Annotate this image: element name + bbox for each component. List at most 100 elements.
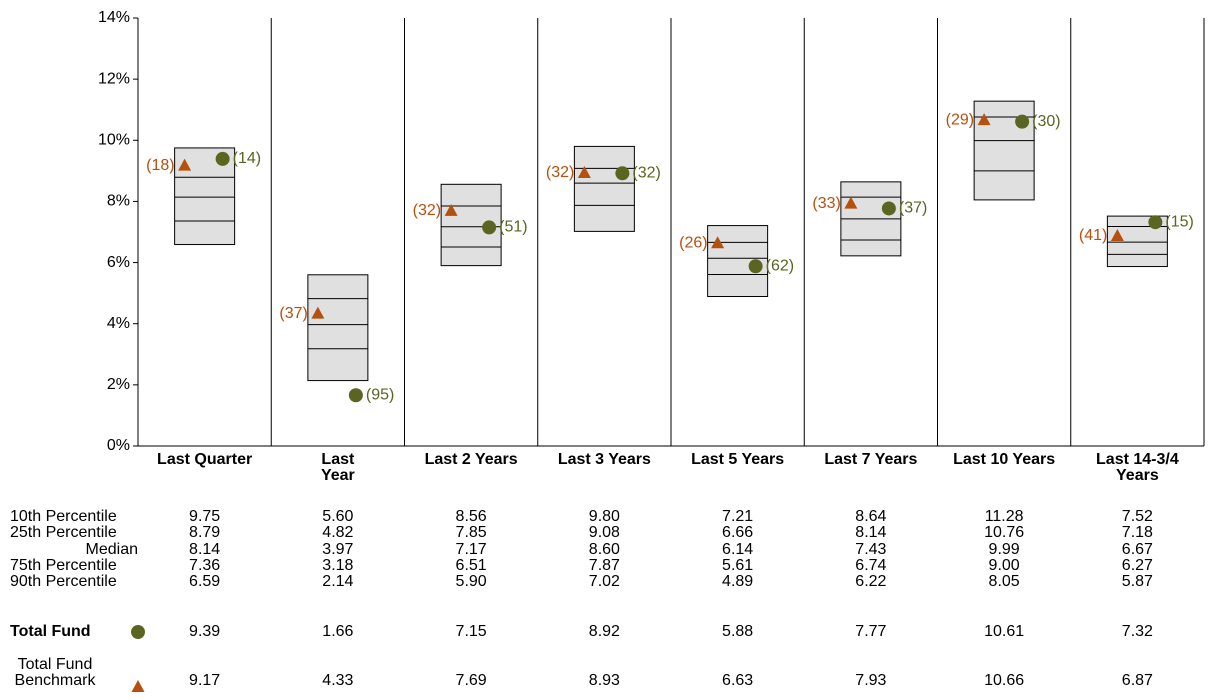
benchmark-marker [844,196,858,209]
fund-marker [748,259,763,274]
rank-label: (30) [1032,113,1060,130]
y-tick-label: 2% [107,376,130,393]
benchmark-marker [444,203,458,216]
series-label: Total Fund Benchmark [14,656,96,689]
rank-label: (14) [233,150,261,167]
rank-label: (33) [812,195,840,212]
rank-label: (32) [546,164,574,181]
y-tick-label: 14% [98,9,130,26]
table-value: 10.66 [984,672,1025,689]
x-tick-label: Last 2 Years [424,451,518,468]
y-tick-label: 12% [98,70,130,87]
x-tick-label: Last 3 Years [557,451,651,468]
rank-label: (41) [1079,227,1107,244]
table-value: 8.05 [988,573,1020,590]
table-value: 7.69 [455,672,487,689]
table-value: 7.43 [855,541,887,558]
x-tick-label: Last Quarter [157,451,253,468]
rank-label: (62) [766,257,794,274]
table-value: 9.39 [189,623,221,640]
table-value: 7.36 [189,557,221,574]
table-value: 9.99 [988,541,1020,558]
x-tick-label: Last 10 Years [953,451,1056,468]
table-value: 4.89 [722,573,754,590]
table-value: 8.56 [455,508,487,525]
table-value: 4.82 [322,524,354,541]
table-value: 7.15 [455,623,487,640]
rank-label: (26) [679,235,707,252]
table-value: 7.02 [588,573,620,590]
fund-marker [1015,114,1030,129]
fund-marker [215,151,230,166]
rank-label: (15) [1165,213,1193,230]
rank-label: (95) [366,386,394,403]
table-value: 8.93 [588,672,620,689]
table-value: 8.92 [588,623,620,640]
benchmark-marker [711,236,725,249]
rank-label: (32) [632,165,660,182]
table-value: 9.75 [189,508,221,525]
x-tick-label: Last 14-3/4 Years [1096,451,1179,484]
x-tick-label: Last 5 Years [691,451,785,468]
rank-label: (37) [279,305,307,322]
table-value: 6.22 [855,573,887,590]
table-value: 5.90 [455,573,487,590]
table-value: 9.17 [189,672,221,689]
legend-marker [131,680,145,692]
fund-marker [615,166,630,181]
y-tick-label: 10% [98,132,130,149]
benchmark-marker [577,165,591,178]
table-value: 4.33 [322,672,354,689]
benchmark-marker [977,113,991,126]
table-value: 6.59 [189,573,221,590]
benchmark-marker [178,158,192,171]
y-tick-label: 8% [107,193,130,210]
table-value: 9.00 [988,557,1020,574]
table-value: 6.66 [722,524,754,541]
table-value: 6.27 [1121,557,1153,574]
table-value: 3.97 [322,541,354,558]
percentile-box [573,145,635,232]
table-value: 7.21 [722,508,754,525]
table-value: 2.14 [322,573,354,590]
rank-label: (29) [946,111,974,128]
table-value: 7.17 [455,541,487,558]
table-value: 5.87 [1121,573,1153,590]
x-tick-label: Last 7 Years [824,451,918,468]
table-value: 8.14 [855,524,887,541]
table-value: 7.18 [1121,524,1153,541]
row-label: 10th Percentile [10,508,117,525]
table-value: 5.61 [722,557,754,574]
percentile-box [307,274,369,382]
table-value: 6.67 [1121,541,1153,558]
table-value: 8.60 [588,541,620,558]
fund-marker [1148,215,1163,230]
table-value: 8.79 [189,524,221,541]
table-value: 9.08 [588,524,620,541]
table-value: 5.60 [322,508,354,525]
table-value: 1.66 [322,623,354,640]
table-value: 7.52 [1121,508,1153,525]
row-label: 90th Percentile [10,573,117,590]
table-value: 11.28 [984,508,1024,525]
rank-label: (51) [499,219,527,236]
table-value: 5.88 [722,623,754,640]
table-value: 7.93 [855,672,887,689]
table-value: 7.85 [455,524,487,541]
table-value: 6.51 [455,557,487,574]
table-value: 7.77 [855,623,887,640]
x-tick-label: Last Year [320,451,355,484]
table-value: 6.74 [855,557,887,574]
rank-label: (37) [899,200,927,217]
benchmark-marker [1110,228,1124,241]
table-value: 9.80 [588,508,620,525]
fund-marker [881,201,896,216]
y-tick-label: 0% [107,437,130,454]
row-label: Median [85,541,138,558]
table-value: 8.14 [189,541,221,558]
fund-marker [348,388,363,403]
legend-marker [131,625,145,639]
table-value: 3.18 [322,557,354,574]
